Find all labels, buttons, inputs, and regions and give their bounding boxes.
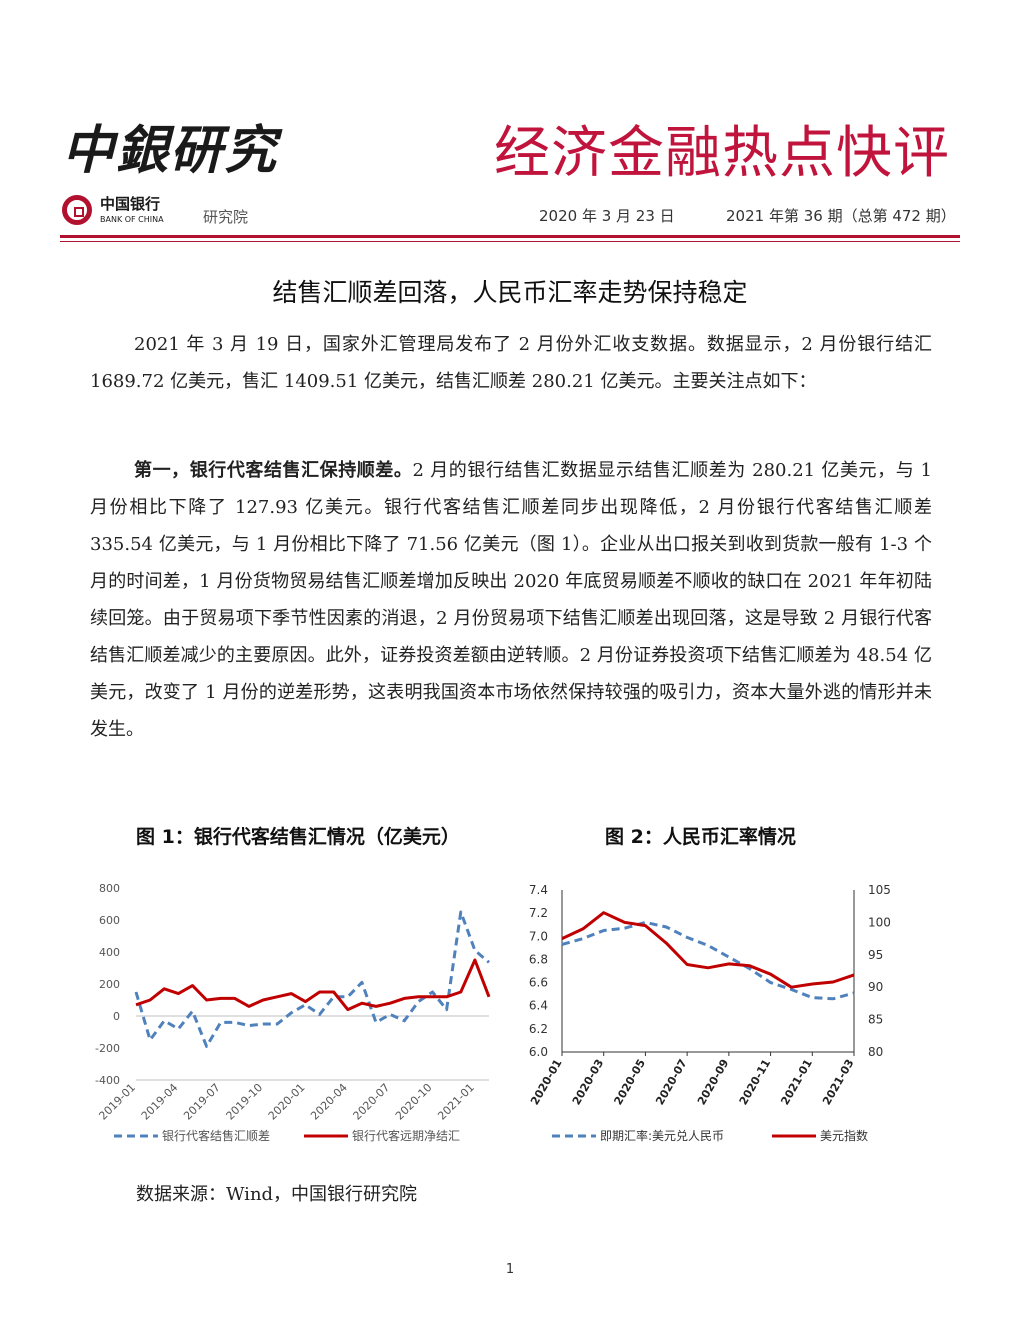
x-tick-label: 2020-10 [393,1081,435,1123]
y-tick-label: 0 [113,1010,120,1023]
bank-of-china-logo: 中国银行 BANK OF CHINA [62,193,182,233]
x-tick-label: 2021-01 [778,1057,815,1107]
right-tick-label: 85 [868,1013,883,1027]
y-tick-label: 400 [99,946,120,959]
header-divider [60,235,960,238]
figure-2-title: 图 2：人民币汇率情况 [605,826,796,848]
right-tick-label: 100 [868,915,891,929]
x-tick-label: 2020-03 [570,1057,607,1107]
y-tick-label: 800 [99,882,120,895]
x-tick-label: 2021-01 [435,1081,477,1123]
publication-title: 经济金融热点快评 [494,121,950,186]
x-tick-label: 2019-01 [96,1081,138,1123]
x-tick-label: 2020-09 [695,1057,732,1107]
right-tick-label: 80 [868,1045,883,1059]
paragraph-intro: 2021 年 3 月 19 日，国家外汇管理局发布了 2 月份外汇收支数据。数据… [90,334,932,392]
x-tick-label: 2020-07 [653,1057,690,1107]
left-tick-label: 6.4 [529,999,548,1013]
left-tick-label: 6.0 [529,1045,548,1059]
research-logo: 中銀研究 [62,120,279,181]
series-line-spot-rate [561,920,855,1001]
paragraph-point-one: 第一，银行代客结售汇保持顺差。2 月的银行结售汇数据显示结售汇顺差为 280.2… [90,452,932,748]
x-tick-label: 2020-04 [308,1081,350,1123]
institute-label: 研究院 [203,208,249,226]
left-tick-label: 7.4 [529,883,548,897]
article-title: 结售汇顺差回落，人民币汇率走势保持稳定 [272,278,748,307]
series-line-dollar-index [561,911,855,989]
left-tick-label: 6.6 [529,976,548,990]
paragraph-lead: 第一，银行代客结售汇保持顺差。 [134,460,413,481]
right-tick-label: 90 [868,980,883,994]
x-tick-label: 2019-04 [139,1081,181,1123]
bank-emblem-icon [62,195,92,225]
y-tick-label: 200 [99,978,120,991]
left-tick-label: 7.0 [529,929,548,943]
bank-name-en: BANK OF CHINA [100,215,164,224]
x-tick-label: 2020-07 [351,1081,393,1123]
left-tick-label: 6.2 [529,1022,548,1036]
bank-name-cn: 中国银行 [100,195,161,213]
issue-number: 2021 年第 36 期（总第 472 期） [726,207,956,225]
paragraph-body: 2 月的银行结售汇数据显示结售汇顺差为 280.21 亿美元，与 1 月份相比下… [90,460,932,740]
x-tick-label: 2019-10 [224,1081,266,1123]
x-tick-label: 2021-03 [820,1057,857,1107]
x-tick-label: 2020-01 [266,1081,308,1123]
header-divider-thin [60,241,960,242]
legend-label: 银行代客远期净结汇 [352,1128,460,1143]
publication-date: 2020 年 3 月 23 日 [539,207,675,225]
right-tick-label: 105 [868,883,891,897]
left-tick-label: 6.8 [529,952,548,966]
y-tick-label: 600 [99,914,120,927]
data-source-note: 数据来源：Wind，中国银行研究院 [136,1184,418,1205]
x-tick-label: 2020-11 [737,1057,774,1107]
chart-rmb-exchange-rate: 6.0 6.2 6.4 6.6 6.8 7.0 7.2 7.4 80 85 90 95 100 105 20… [528,883,891,1143]
series-line-forward-settlement [135,958,491,1012]
left-tick-label: 7.2 [529,906,548,920]
x-tick-label: 2020-01 [528,1057,565,1107]
legend-label: 银行代客结售汇顺差 [162,1128,270,1143]
legend-label: 即期汇率:美元兑人民币 [600,1128,724,1143]
figure-1-title: 图 1：银行代客结售汇情况（亿美元） [136,826,460,848]
right-tick-label: 95 [868,948,883,962]
series-line-fx-balance [134,910,490,1048]
y-tick-label: -400 [95,1074,120,1087]
legend-label: 美元指数 [820,1128,868,1143]
page-number: 1 [505,1262,515,1277]
x-tick-label: 2020-05 [612,1057,649,1107]
y-tick-label: -200 [95,1042,120,1055]
x-tick-label: 2019-07 [181,1081,223,1123]
